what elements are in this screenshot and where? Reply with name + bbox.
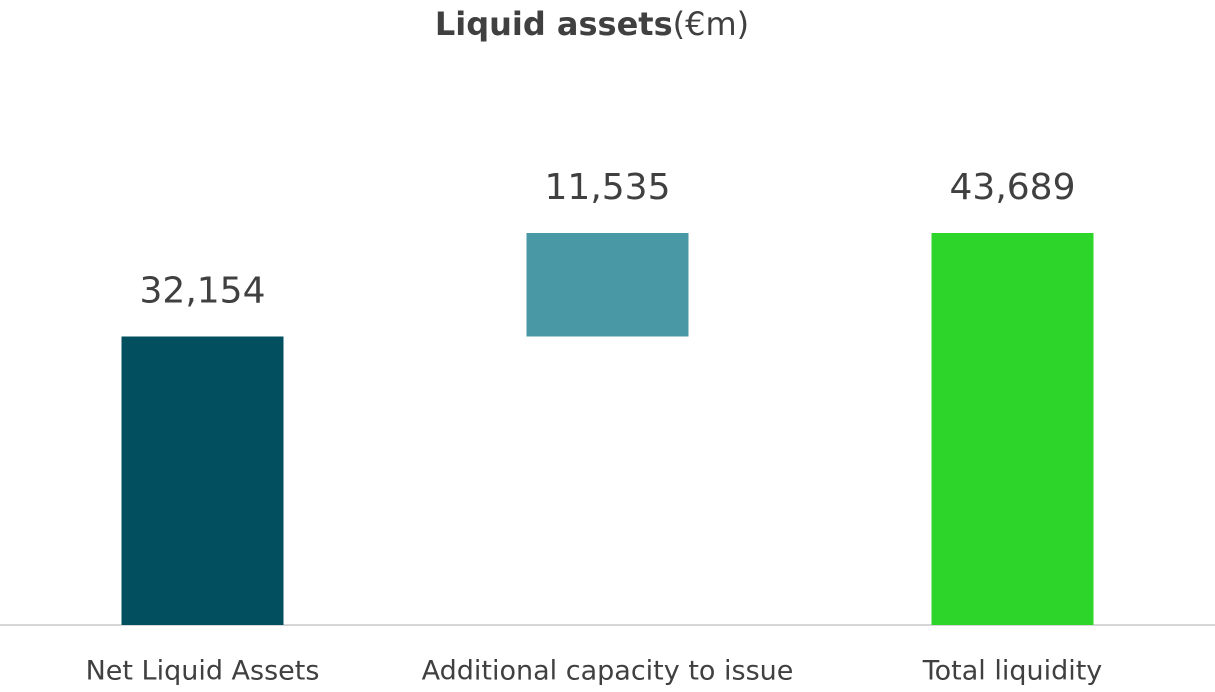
value-label: 11,535 (545, 167, 671, 208)
value-label: 43,689 (950, 167, 1076, 208)
chart-title: Liquid assets (435, 5, 673, 43)
bar (121, 336, 284, 625)
value-label: 32,154 (140, 270, 266, 311)
chart-subtitle: (€m) (673, 5, 750, 43)
bar (931, 233, 1094, 625)
bar (526, 233, 689, 337)
chart-title-group: Liquid assets(€m) (435, 5, 749, 43)
x-tick-label: Total liquidity (922, 656, 1103, 687)
x-tick-label: Net Liquid Assets (86, 656, 320, 687)
x-tick-label: Additional capacity to issue (422, 656, 794, 687)
